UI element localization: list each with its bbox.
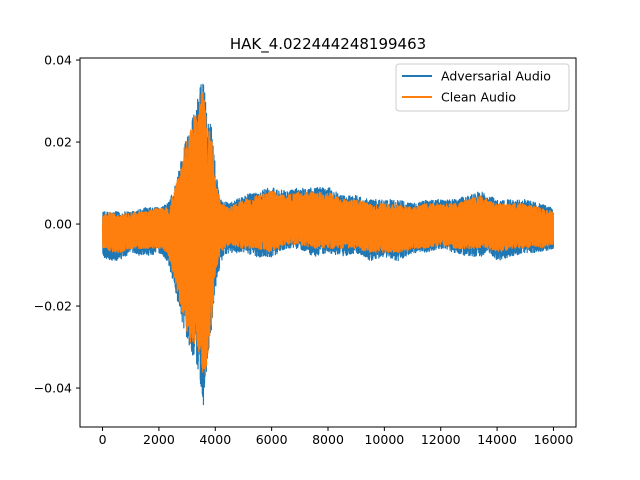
x-axis: 0 2000 4000 6000 8000 10000 12000 14000 16000	[99, 427, 574, 447]
x-tick-label: 4000	[199, 432, 231, 447]
plot-area	[101, 83, 554, 406]
y-tick-label: −0.04	[34, 381, 72, 396]
y-tick-label: 0.02	[44, 135, 72, 150]
series-layer	[101, 83, 554, 406]
x-tick-label: 8000	[312, 432, 344, 447]
axes-frame	[79, 57, 577, 428]
legend: Adversarial Audio Clean Audio	[395, 63, 570, 112]
y-tick-label: 0.04	[44, 53, 72, 68]
x-tick-label: 6000	[256, 432, 288, 447]
legend-label-adversarial: Adversarial Audio	[441, 69, 551, 84]
legend-box	[395, 63, 570, 112]
x-tick-label: 10000	[364, 432, 404, 447]
x-tick-label: 12000	[421, 432, 461, 447]
x-tick-label: 14000	[477, 432, 517, 447]
legend-label-clean: Clean Audio	[441, 90, 516, 105]
series-line-clean	[101, 92, 554, 377]
x-tick-label: 0	[99, 432, 107, 447]
x-tick-label: 2000	[143, 432, 175, 447]
y-tick-label: −0.02	[34, 299, 72, 314]
y-axis: −0.04 −0.02 0.00 0.02 0.04	[34, 53, 80, 396]
x-tick-label: 16000	[534, 432, 574, 447]
y-tick-label: 0.00	[44, 217, 72, 232]
chart-title: HAK_4.022444248199463	[230, 35, 426, 54]
